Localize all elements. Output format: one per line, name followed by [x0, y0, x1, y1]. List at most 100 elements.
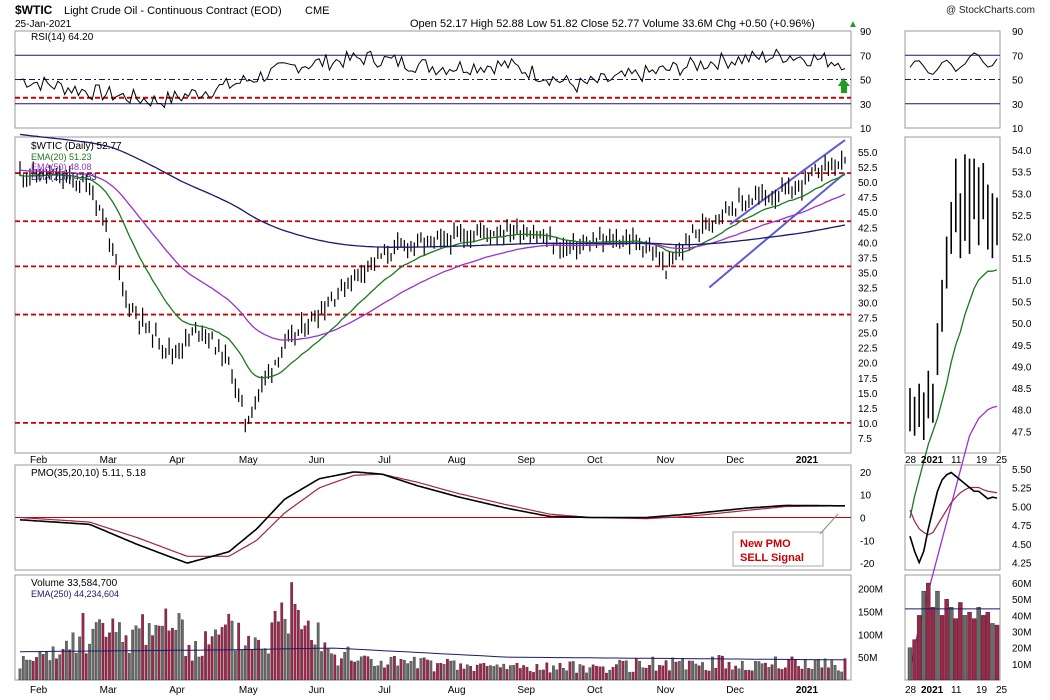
price-tick-label: 10.0 [858, 419, 878, 430]
volume-bar [495, 664, 499, 681]
price-tick-label: 52.5 [858, 163, 878, 174]
price-tick-label: 27.5 [858, 314, 878, 325]
zoom-price-tick-label: 53.5 [1012, 168, 1032, 179]
volume-bar [38, 652, 42, 681]
volume-bar [406, 663, 410, 681]
volume-bar [446, 658, 449, 681]
volume-bar [830, 660, 834, 681]
volume-bar [532, 672, 535, 681]
volume-bar [472, 670, 476, 681]
volume-bar [174, 630, 178, 681]
volume-bar [548, 672, 552, 681]
zoom-pmo-tick-label: 4.50 [1012, 540, 1032, 551]
pmo-tick-label: -20 [860, 559, 875, 570]
zoom-volume-bar [930, 607, 936, 681]
volume-bar [591, 664, 595, 681]
volume-bar [724, 668, 728, 681]
x-tick-label: May [239, 685, 258, 696]
rsi-tick-label: 50 [860, 76, 872, 87]
zoom-volume-bar [962, 615, 968, 681]
zoom-volume-bar [967, 611, 972, 681]
annotation-pointer [819, 513, 839, 535]
volume-bar [366, 656, 370, 681]
volume-bar [754, 661, 757, 681]
price-tick-label: 15.0 [858, 389, 878, 400]
volume-bar [310, 639, 313, 681]
volume-bar [383, 667, 386, 681]
volume-bar [78, 636, 81, 681]
price-tick-label: 35.0 [858, 268, 878, 279]
zoom-rsi-tick-label: 70 [1012, 51, 1024, 62]
volume-bar [436, 663, 439, 681]
volume-bar [482, 662, 486, 681]
volume-bar [240, 649, 244, 681]
volume-bar [71, 632, 75, 681]
volume-bar [349, 660, 353, 681]
zoom-volume-bar [944, 599, 949, 681]
volume-bar [167, 630, 171, 681]
volume-bar [190, 660, 194, 681]
x-tick-label: Oct [587, 455, 603, 466]
volume-bar [210, 636, 214, 681]
volume-bar [837, 670, 840, 681]
zoom-rsi-tick-label: 10 [1012, 124, 1024, 135]
volume-bar [455, 669, 459, 681]
copyright-label[interactable]: @ StockCharts.com [946, 5, 1035, 16]
volume-bar [681, 658, 685, 681]
volume-bar [91, 628, 95, 681]
volume-bar [260, 649, 264, 681]
volume-bar [618, 659, 622, 681]
volume-bar [780, 669, 784, 681]
volume-bar [55, 658, 58, 681]
pmo-tick-label: 0 [860, 514, 866, 525]
volume-bar [121, 642, 125, 681]
x-tick-label: Mar [100, 455, 118, 466]
volume-bar [290, 582, 294, 681]
zoom-rsi-tick-label: 30 [1012, 100, 1024, 111]
zoom-x-tick-label: 19 [976, 455, 988, 466]
volume-bar [300, 629, 303, 681]
volume-bar [18, 668, 22, 681]
volume-bar [512, 665, 516, 681]
volume-bar [714, 667, 718, 681]
ema50-legend: EMA(50) 48.08 [31, 162, 92, 172]
volume-bar [293, 603, 297, 681]
volume-bar [674, 661, 678, 681]
zoom-x-tick-label: 28 [905, 685, 917, 696]
volume-bar [760, 663, 764, 681]
volume-bar [764, 662, 767, 681]
volume-bar [247, 635, 250, 681]
volume-bar [353, 661, 356, 681]
volume-bar [505, 669, 509, 681]
zoom-x-tick-label: 25 [996, 455, 1008, 466]
volume-bar [790, 656, 794, 681]
volume-bar [820, 667, 824, 681]
zoom-volume-bar [907, 647, 913, 681]
price-tick-label: 25.0 [858, 329, 878, 340]
zoom-volume-bar [958, 602, 963, 681]
volume-tick-label: 100M [858, 630, 883, 641]
volume-bar [668, 670, 671, 681]
zoom-pmo-tick-label: 5.00 [1012, 502, 1032, 513]
volume-bar [65, 640, 68, 681]
volume-bar [157, 625, 161, 681]
zoom-price-tick-label: 47.5 [1012, 427, 1032, 438]
volume-bar [740, 661, 744, 681]
volume-bar [770, 664, 774, 681]
zoom-price-tick-label: 53.0 [1012, 189, 1032, 200]
volume-bar [479, 663, 482, 681]
volume-bar [485, 666, 489, 681]
volume-bar [601, 666, 605, 681]
volume-ema-legend: EMA(250) 44,234,604 [31, 589, 119, 599]
zoom-volume-tick-label: 20M [1012, 644, 1031, 655]
volume-bar [273, 610, 277, 681]
volume-bar [694, 663, 698, 681]
volume-bar [346, 646, 350, 681]
ema20-line [19, 173, 846, 379]
volume-bar [638, 660, 641, 681]
volume-bar [777, 668, 781, 681]
volume-chart: 200M 150M 100M 50M [18, 582, 883, 681]
volume-bar [164, 608, 168, 681]
volume-bar [711, 656, 714, 681]
